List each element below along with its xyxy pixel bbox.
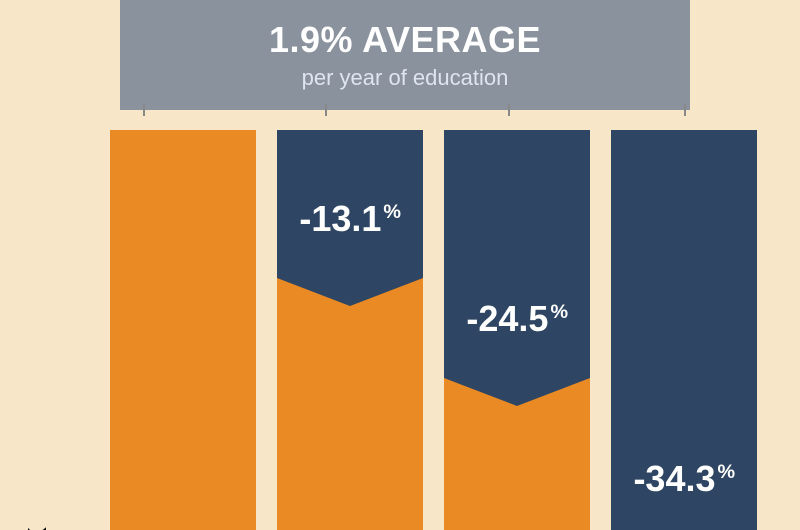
bar-slot: -24.5% bbox=[444, 130, 590, 530]
bar-slot: -13.1% bbox=[277, 130, 423, 530]
bar-back bbox=[110, 130, 256, 530]
bar-slot bbox=[110, 130, 256, 530]
bar-value-text: -13.1 bbox=[299, 198, 381, 239]
bar-front-chevron bbox=[444, 378, 590, 406]
bars-area: -13.1%-24.5%-34.3% bbox=[110, 130, 760, 530]
header-box: 1.9% AVERAGE per year of education bbox=[120, 0, 690, 110]
bar-front-chevron bbox=[277, 278, 423, 306]
percent-icon: % bbox=[383, 201, 401, 223]
bar-value-label: -24.5% bbox=[444, 298, 590, 340]
percent-icon: % bbox=[550, 301, 568, 323]
y-axis-label: ALITY RISK bbox=[22, 526, 53, 530]
header-tick bbox=[325, 104, 327, 116]
header-tick bbox=[508, 104, 510, 116]
header-subtitle: per year of education bbox=[302, 65, 509, 91]
bar-value-text: -24.5 bbox=[466, 298, 548, 339]
header-tick bbox=[684, 104, 686, 116]
header-tick bbox=[143, 104, 145, 116]
bar-value-label: -34.3% bbox=[611, 458, 757, 500]
bar-slot: -34.3% bbox=[611, 130, 757, 530]
chart-canvas: 1.9% AVERAGE per year of education ALITY… bbox=[0, 0, 800, 530]
header-title: 1.9% AVERAGE bbox=[269, 19, 541, 61]
bar-value-text: -34.3 bbox=[633, 458, 715, 499]
bar-front bbox=[444, 130, 590, 378]
percent-icon: % bbox=[718, 461, 736, 483]
bar-value-label: -13.1% bbox=[277, 198, 423, 240]
